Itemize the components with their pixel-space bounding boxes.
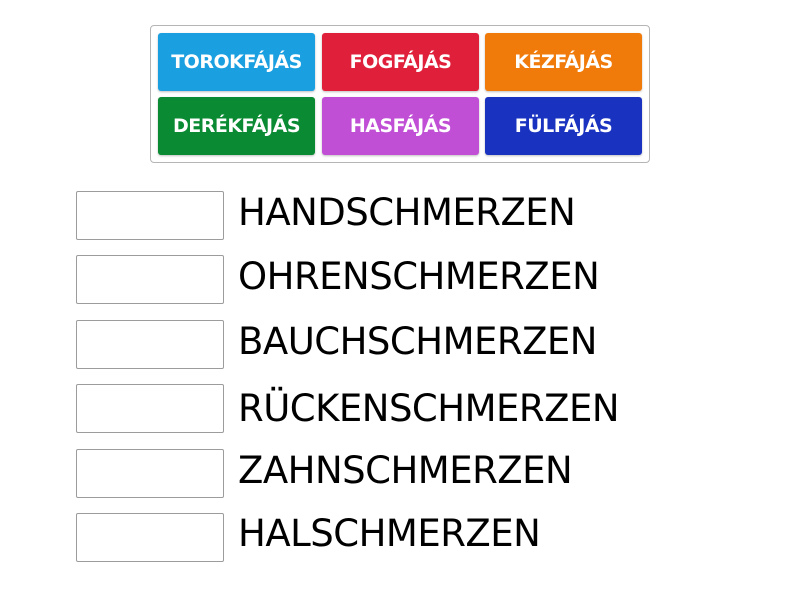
drop-box-5[interactable]: [76, 449, 224, 498]
drop-box-4[interactable]: [76, 384, 224, 433]
target-label-2: OHRENSCHMERZEN: [238, 255, 600, 298]
tile-torokfajas[interactable]: TOROKFÁJÁS: [158, 33, 315, 91]
drop-box-6[interactable]: [76, 513, 224, 562]
target-label-3: BAUCHSCHMERZEN: [238, 320, 598, 363]
tile-derekfajas[interactable]: DERÉKFÁJÁS: [158, 97, 315, 155]
target-label-6: HALSCHMERZEN: [238, 512, 541, 555]
drop-box-2[interactable]: [76, 255, 224, 304]
tile-hasfajas[interactable]: HASFÁJÁS: [322, 97, 479, 155]
drop-box-3[interactable]: [76, 320, 224, 369]
drop-box-1[interactable]: [76, 191, 224, 240]
target-label-4: RÜCKENSCHMERZEN: [238, 387, 620, 430]
target-label-5: ZAHNSCHMERZEN: [238, 449, 573, 492]
target-label-1: HANDSCHMERZEN: [238, 191, 576, 234]
tile-kezfajas[interactable]: KÉZFÁJÁS: [485, 33, 642, 91]
tile-fogfajas[interactable]: FOGFÁJÁS: [322, 33, 479, 91]
tile-fulfajas[interactable]: FÜLFÁJÁS: [485, 97, 642, 155]
